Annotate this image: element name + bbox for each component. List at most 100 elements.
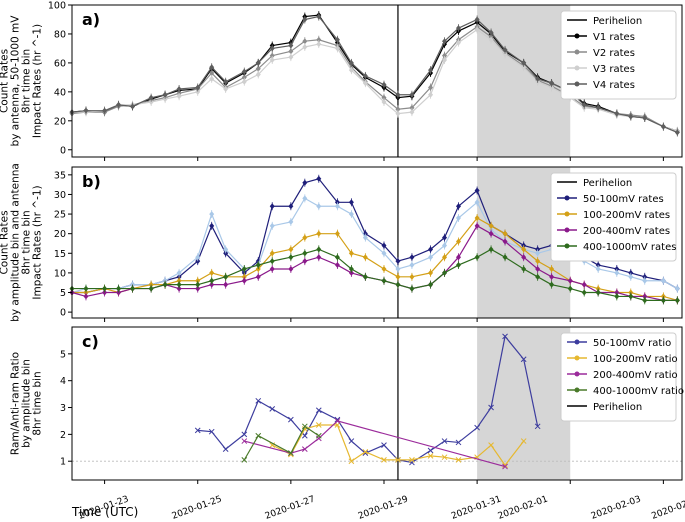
legend-label: 50-100mV rates	[583, 194, 664, 205]
data-point	[488, 404, 494, 411]
data-point	[441, 438, 448, 444]
legend-marker	[574, 387, 580, 393]
y-axis-label-line: Count Rates	[0, 49, 11, 113]
x-tick-label: 2020-02-03	[590, 494, 643, 521]
legend-label: Perihelion	[593, 16, 642, 27]
y-tick-label: 1	[60, 457, 66, 468]
legend-marker	[574, 49, 580, 55]
series-line-5	[72, 248, 678, 301]
data-point	[208, 428, 215, 435]
y-axis-label-line: by amplitude bin	[21, 359, 33, 448]
x-tick-label: 2020-01-25	[171, 494, 224, 521]
y-axis-label-line: Impact Rates (hr ^-1)	[32, 185, 44, 299]
y-tick-label: 15	[54, 249, 66, 260]
data-point	[474, 424, 480, 431]
y-axis-label-line: Count Rates	[0, 210, 11, 274]
legend-label: V4 rates	[593, 80, 635, 91]
legend-marker	[574, 339, 580, 345]
data-point	[427, 452, 434, 459]
legend-marker	[564, 211, 570, 217]
data-point	[241, 457, 248, 463]
y-tick-label: 25	[54, 210, 66, 221]
x-tick-label: 2020-01-29	[357, 494, 410, 521]
panel-label: a)	[82, 10, 100, 29]
x-tick-label: 2020-01-27	[264, 494, 317, 521]
y-tick-label: 100	[48, 1, 66, 12]
data-point	[315, 422, 322, 428]
x-tick-label: 2020-02-05	[650, 494, 685, 521]
data-point	[241, 438, 248, 444]
data-point	[288, 450, 294, 457]
legend-box	[560, 332, 677, 422]
data-point	[288, 416, 294, 423]
data-point	[222, 446, 229, 452]
data-point	[348, 438, 355, 444]
data-point	[502, 333, 508, 340]
data-point	[255, 432, 262, 439]
axes-frame	[71, 4, 683, 158]
panel-1: 0 20 40 60 80 100 a) Count Rates by antenna, 50-…	[0, 1, 683, 161]
panel-2: 0 5 10 15 20 25 30 35 b) Count Rates by amplitude …	[0, 163, 683, 322]
data-point	[301, 432, 308, 439]
legend-marker	[574, 81, 580, 87]
legend-label: Perihelion	[593, 402, 642, 413]
data-point	[334, 418, 341, 424]
y-tick-label: 60	[54, 58, 66, 69]
panel-label: c)	[82, 332, 99, 351]
series-line-2	[71, 25, 678, 133]
series-line-3	[72, 28, 678, 132]
data-point	[455, 457, 462, 463]
data-point	[315, 432, 322, 439]
y-tick-label: 10	[54, 268, 66, 279]
legend-label: V3 rates	[593, 64, 635, 75]
data-point	[502, 463, 508, 470]
data-point	[455, 439, 462, 446]
panel-3: 1 2 3 4 5 c) Ram/Anti-ram Ratio by amplitude bi…	[10, 326, 684, 484]
y-tick-label: 80	[54, 29, 66, 40]
data-point	[315, 407, 322, 414]
axes-frame	[71, 326, 683, 481]
y-tick-label: 2	[60, 430, 66, 441]
legend-marker	[564, 243, 570, 249]
y-axis-label-line: 8hr time bin	[21, 210, 33, 274]
data-point	[488, 442, 494, 448]
x-axis-label: Time (UTC)	[71, 505, 138, 519]
data-point	[427, 447, 434, 454]
y-tick-label: 35	[54, 170, 66, 181]
data-point	[315, 435, 322, 442]
data-point	[409, 457, 415, 463]
y-tick-label: 20	[54, 229, 66, 240]
y-tick-label: 3	[60, 403, 66, 414]
data-point	[348, 458, 355, 465]
data-point	[520, 438, 527, 444]
data-point	[194, 427, 201, 434]
legend-marker	[574, 371, 580, 377]
data-point	[395, 457, 401, 463]
legend-box	[560, 10, 677, 100]
data-point	[362, 448, 369, 455]
shaded-interval	[477, 5, 571, 157]
y-tick-label: 0	[60, 308, 66, 319]
legend-label: Perihelion	[583, 178, 632, 189]
y-axis-label-line: by amplitude bin and antenna	[10, 163, 22, 322]
legend-label: V2 rates	[593, 48, 635, 59]
legend-box	[550, 172, 677, 262]
y-axis-label-line: Ram/Anti-ram Ratio	[10, 352, 22, 455]
y-axis-label-line: 8hr time bin	[21, 49, 33, 113]
x-tick-label: 2020-02-01	[497, 494, 550, 521]
y-axis-label-line: by antenna, 50-1000 mV	[10, 15, 22, 147]
legend-label: 200-400mV ratio	[593, 370, 678, 381]
legend-label: 50-100mV ratio	[593, 338, 671, 349]
legend-marker	[564, 227, 570, 233]
y-tick-label: 4	[60, 376, 66, 387]
data-point	[269, 406, 276, 412]
legend-label: 200-400mV rates	[583, 226, 670, 237]
data-point	[502, 462, 508, 469]
legend-marker	[574, 33, 580, 39]
y-axis-label-line: 8hr time bin	[32, 371, 44, 435]
legend-marker	[574, 65, 580, 71]
data-point	[241, 431, 248, 438]
legend-marker	[574, 355, 580, 361]
shaded-interval	[477, 327, 571, 480]
y-tick-label: 40	[54, 87, 66, 98]
